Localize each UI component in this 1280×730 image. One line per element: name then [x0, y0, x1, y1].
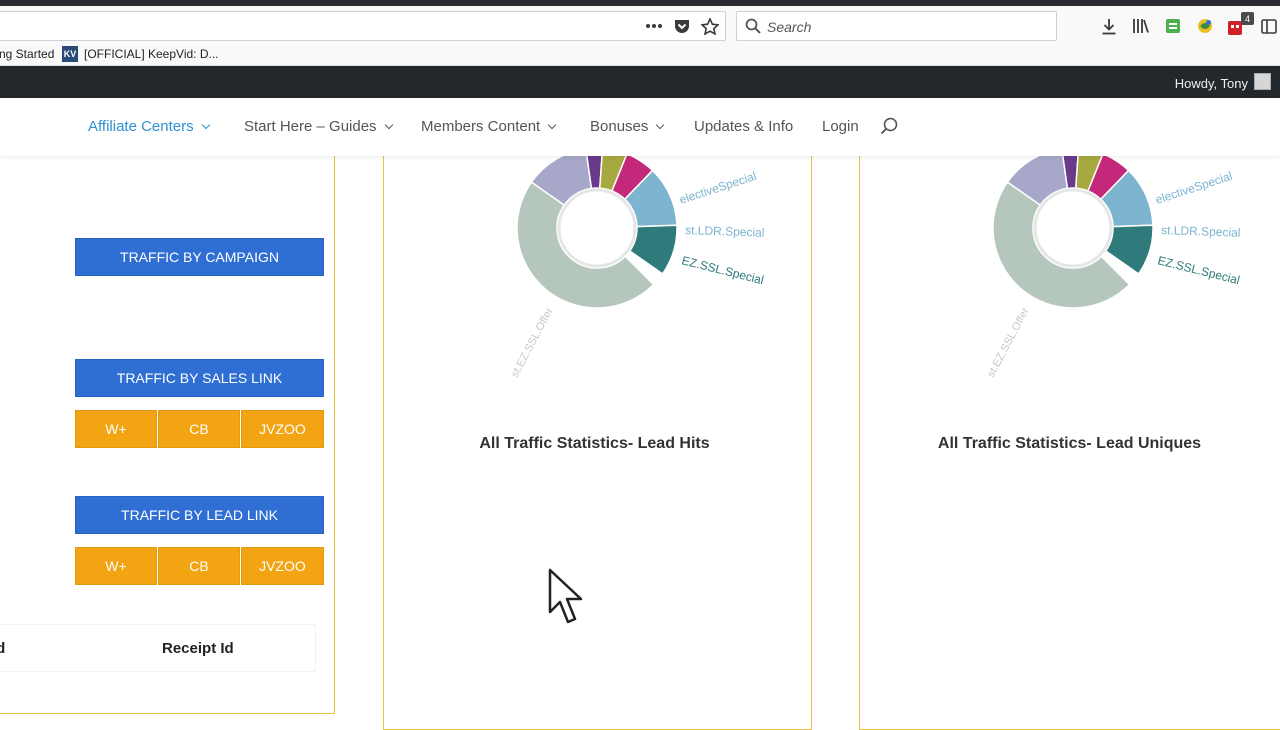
traffic-by-campaign-button[interactable]: TRAFFIC BY CAMPAIGN [75, 238, 324, 276]
extension-globe-icon[interactable] [1195, 16, 1215, 36]
chevron-down-icon [547, 120, 557, 130]
nav-updates-info[interactable]: Updates & Info [694, 118, 794, 135]
search-field[interactable]: Search [736, 11, 1057, 41]
lead-wplus-button[interactable]: W+ [75, 547, 157, 585]
lead-uniques-chart-title: All Traffic Statistics- Lead Uniques [937, 435, 1202, 452]
slice-label: electiveSpecial [1154, 169, 1234, 207]
donut-hole [1033, 188, 1113, 268]
search-placeholder: Search [767, 19, 812, 35]
donut-slice [516, 181, 655, 309]
more-icon[interactable] [644, 16, 664, 36]
library-icon[interactable] [1131, 16, 1151, 36]
admin-greeting[interactable]: Howdy, Tony [1174, 76, 1248, 91]
sidebar-icon[interactable] [1259, 16, 1279, 36]
slice-label: EZ.SSL.Special [680, 253, 765, 287]
traffic-by-lead-link-button[interactable]: TRAFFIC BY LEAD LINK [75, 496, 324, 534]
nav-start-here-guides[interactable]: Start Here – Guides [244, 118, 393, 135]
nav-label: Members Content [421, 118, 541, 135]
id-column-header: Id [0, 640, 6, 657]
browser-top-border [0, 0, 1280, 6]
lead-hits-chart-title: All Traffic Statistics- Lead Hits [479, 435, 710, 452]
table-header-row: Id Receipt Id [0, 624, 316, 672]
slice-label: st.LDR.Special [685, 223, 765, 240]
avatar[interactable] [1254, 73, 1271, 90]
search-icon[interactable] [880, 117, 899, 140]
chevron-down-icon [384, 120, 393, 130]
nav-affiliate-centers[interactable]: Affiliate Centers [88, 118, 210, 135]
nav-label: Start Here – Guides [244, 118, 377, 135]
download-icon[interactable] [1099, 16, 1119, 36]
chevron-down-icon [656, 120, 665, 130]
donut-slice [1104, 224, 1154, 275]
extension-red-icon[interactable] [1227, 16, 1247, 36]
pocket-icon[interactable] [672, 16, 692, 36]
slice-label: st.EZ.SSL.Offer [509, 306, 556, 380]
donut-hole [557, 188, 637, 268]
star-icon[interactable] [700, 16, 720, 36]
donut-slice [1006, 156, 1069, 207]
slice-label: st.EZ.SSL.Offer [985, 306, 1032, 380]
extension-green-icon[interactable] [1163, 16, 1183, 36]
donut-slice [530, 156, 593, 207]
nav-label: Bonuses [590, 118, 649, 135]
donut-slice [992, 181, 1131, 309]
notification-badge: 4 [1241, 12, 1254, 25]
lead-cb-button[interactable]: CB [158, 547, 240, 585]
mouse-cursor-icon [548, 568, 588, 633]
bookmarks-toolbar: ng Started KV [OFFICIAL] KeepVid: D... [0, 42, 1280, 66]
search-icon [745, 18, 761, 39]
sales-jvzoo-button[interactable]: JVZOO [241, 410, 324, 448]
nav-bonuses[interactable]: Bonuses [590, 118, 665, 135]
main-nav: Affiliate Centers Start Here – Guides Me… [0, 98, 1280, 156]
nav-label: Affiliate Centers [88, 118, 194, 135]
donut-slice [628, 224, 678, 275]
sales-wplus-button[interactable]: W+ [75, 410, 157, 448]
admin-bar: Howdy, Tony [0, 66, 1280, 98]
lead-jvzoo-button[interactable]: JVZOO [241, 547, 324, 585]
bookmark-keepvid[interactable]: [OFFICIAL] KeepVid: D... [84, 47, 219, 61]
slice-label: EZ.SSL.Special [1156, 253, 1241, 287]
sales-cb-button[interactable]: CB [158, 410, 240, 448]
lead-hits-donut-chart: t.WeelectiveSpecialst.LDR.SpecialEZ.SSL.… [509, 156, 765, 380]
traffic-by-sales-link-button[interactable]: TRAFFIC BY SALES LINK [75, 359, 324, 397]
bookmark-getting-started[interactable]: ng Started [0, 47, 55, 61]
slice-label: electiveSpecial [678, 169, 758, 207]
browser-toolbar: Search 4 [0, 6, 1280, 42]
nav-login[interactable]: Login [822, 118, 859, 135]
lead-uniques-donut-chart: t.WeelectiveSpecialst.LDR.SpecialEZ.SSL.… [985, 156, 1241, 380]
nav-members-content[interactable]: Members Content [421, 118, 557, 135]
url-field[interactable] [0, 11, 726, 41]
receipt-id-column-header: Receipt Id [162, 640, 234, 657]
chevron-down-icon [201, 120, 210, 130]
slice-label: st.LDR.Special [1161, 223, 1241, 240]
keepvid-favicon-icon: KV [62, 46, 78, 62]
